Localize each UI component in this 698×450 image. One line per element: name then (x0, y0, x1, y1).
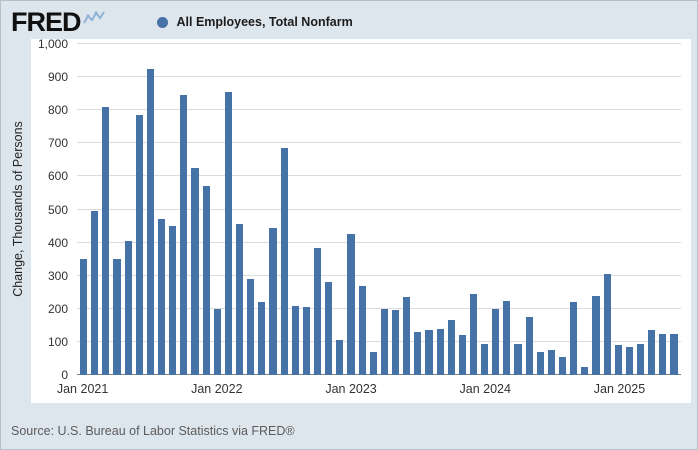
bar[interactable] (469, 293, 478, 375)
bar[interactable] (570, 302, 578, 375)
bar[interactable] (559, 356, 567, 375)
bar[interactable] (113, 259, 121, 375)
bar[interactable] (269, 227, 277, 375)
gridline (77, 142, 681, 144)
bar[interactable] (336, 340, 344, 375)
bar[interactable] (358, 285, 366, 375)
bar[interactable] (124, 240, 132, 375)
bar[interactable] (603, 274, 611, 375)
bar[interactable] (235, 224, 244, 375)
bar[interactable] (280, 148, 288, 375)
bar[interactable] (447, 320, 455, 375)
bar[interactable] (102, 106, 110, 375)
chart-header: FRED All Employees, Total Nonfarm (11, 7, 687, 37)
bar[interactable] (391, 310, 400, 375)
y-tick-label: 300 (47, 268, 68, 283)
fred-logo-text: FRED (11, 7, 81, 37)
bar[interactable] (202, 186, 210, 375)
y-tick-label: 500 (47, 202, 68, 217)
fred-sparkline-icon (82, 10, 105, 33)
bar[interactable] (592, 295, 600, 375)
gridline (77, 340, 681, 342)
fred-logo[interactable]: FRED (11, 8, 105, 36)
gridline (77, 208, 681, 210)
bar[interactable] (313, 247, 322, 375)
bar[interactable] (135, 115, 143, 375)
y-tick-label: 400 (47, 235, 68, 250)
bar[interactable] (146, 68, 154, 375)
y-axis-title: Change, Thousands of Persons (11, 121, 25, 297)
bar[interactable] (514, 343, 522, 375)
bar[interactable] (213, 308, 221, 375)
bar[interactable] (670, 333, 678, 375)
bar[interactable] (247, 279, 255, 375)
bar[interactable] (302, 307, 310, 375)
bar[interactable] (458, 335, 466, 375)
gridline (77, 274, 681, 276)
gridline (77, 307, 681, 309)
bar[interactable] (224, 92, 232, 375)
y-tick-label: 600 (47, 169, 68, 184)
bar[interactable] (492, 308, 500, 375)
x-tick-label: Jan 2022 (191, 382, 243, 396)
y-tick-label: 900 (47, 70, 68, 85)
gridline (77, 43, 681, 44)
bar[interactable] (403, 297, 411, 375)
bar[interactable] (347, 234, 355, 375)
gridline (77, 76, 681, 78)
bar[interactable] (481, 343, 489, 375)
chart-card: 0 100 200 300 400 500 600 700 800 900 1,000 Jan 20… (31, 37, 691, 403)
y-tick-label: 0 (61, 368, 68, 382)
x-tick-label: Jan 2023 (325, 382, 377, 396)
gridline (77, 175, 681, 177)
bar[interactable] (648, 330, 656, 375)
bar[interactable] (80, 259, 88, 375)
y-tick-label: 100 (47, 334, 68, 349)
y-tick-label: 1,000 (37, 37, 68, 51)
bar[interactable] (380, 308, 388, 375)
x-axis-line (77, 374, 681, 375)
bar[interactable] (414, 331, 422, 375)
bar[interactable] (536, 351, 544, 375)
gridline (77, 109, 681, 111)
legend-dot-icon (156, 16, 168, 28)
bar[interactable] (547, 350, 556, 375)
plot-area (77, 43, 681, 375)
y-tick-label: 700 (47, 136, 68, 151)
bar[interactable] (581, 366, 589, 375)
bar[interactable] (291, 305, 299, 375)
bar[interactable] (614, 345, 622, 375)
y-tick-label: 200 (47, 301, 68, 316)
bar[interactable] (325, 282, 333, 375)
x-axis-labels: Jan 2021 Jan 2022 Jan 2023 Jan 2024 Jan 2025 (57, 382, 681, 398)
bar[interactable] (258, 302, 266, 375)
bar[interactable] (637, 343, 645, 375)
bar[interactable] (436, 328, 444, 375)
bar[interactable] (91, 211, 99, 375)
x-tick-label: Jan 2025 (593, 382, 646, 396)
bar[interactable] (503, 300, 511, 375)
bar[interactable] (625, 346, 634, 375)
bars (77, 44, 681, 375)
bar[interactable] (191, 168, 199, 375)
y-tick-label: 800 (47, 103, 68, 118)
bar[interactable] (180, 95, 188, 375)
bar[interactable] (425, 330, 433, 375)
x-tick-label: Jan 2024 (459, 382, 511, 396)
bar[interactable] (525, 317, 533, 375)
source-note: Source: U.S. Bureau of Labor Statistics … (11, 424, 295, 438)
bar[interactable] (369, 351, 377, 375)
x-tick-label: Jan 2021 (56, 382, 109, 396)
legend-label: All Employees, Total Nonfarm (176, 15, 353, 29)
y-axis-ticks: 0 100 200 300 400 500 600 700 800 900 1,000 (31, 37, 73, 382)
bar[interactable] (169, 226, 177, 375)
bar[interactable] (157, 219, 166, 375)
gridlines (77, 43, 681, 375)
legend-item[interactable]: All Employees, Total Nonfarm (156, 15, 353, 29)
gridline (77, 241, 681, 243)
bar[interactable] (659, 333, 667, 375)
